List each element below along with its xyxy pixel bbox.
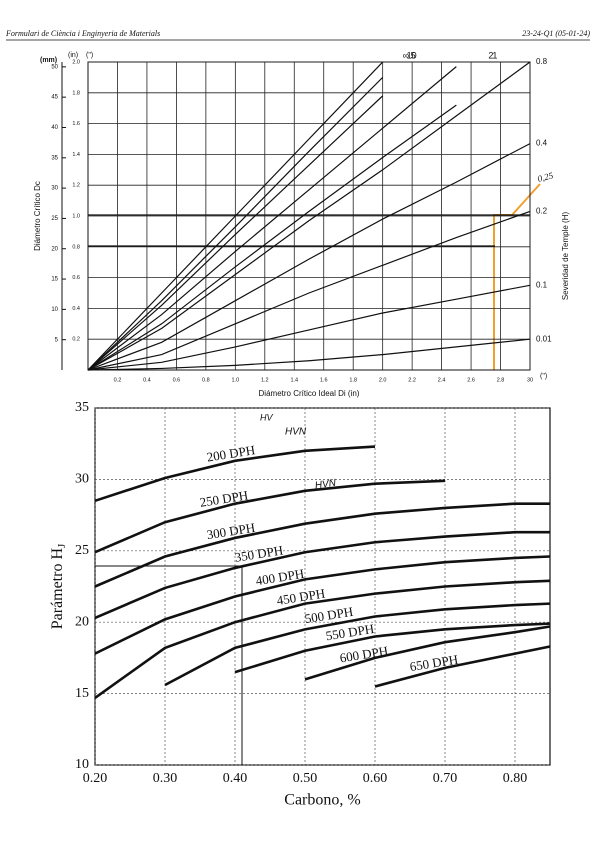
curve xyxy=(94,530,550,620)
header-left: Formulari de Ciència i Enginyeria de Mat… xyxy=(5,29,160,38)
y-tick-label: 20 xyxy=(75,614,89,629)
mm-tick-label: 40 xyxy=(51,125,58,131)
x-tick-label: 2.8 xyxy=(497,377,505,383)
curve xyxy=(94,479,446,554)
curve xyxy=(164,602,551,687)
handwritten-note: HV xyxy=(260,412,273,422)
x-tick-label: 1.4 xyxy=(290,377,298,383)
x-tick-label: 0.8 xyxy=(202,377,210,383)
x-tick-label: 0.50 xyxy=(293,771,318,786)
curve xyxy=(87,66,457,371)
y-tick-label: 0.8 xyxy=(72,244,80,250)
h-label: 0.1 xyxy=(536,280,548,289)
y-tick-label: 10 xyxy=(75,757,89,772)
x-tick-label: 0.6 xyxy=(173,377,181,383)
curve xyxy=(94,579,551,699)
unit: (mm) xyxy=(40,57,57,64)
x-tick-label: 2.6 xyxy=(467,377,475,383)
mm-tick-label: 10 xyxy=(51,307,58,313)
curve xyxy=(87,76,384,371)
unit: (in) xyxy=(68,52,78,59)
y-axis-label: Parámetro HJ xyxy=(49,543,68,629)
h-label: 1 xyxy=(492,50,497,60)
y-axis-label: Diámetro Crítico Dc xyxy=(33,181,42,251)
unit: (") xyxy=(540,373,547,380)
x-tick-label: 0.70 xyxy=(433,771,458,786)
y-tick-label: 0.6 xyxy=(72,275,80,281)
curve xyxy=(87,61,531,371)
x-axis-label: Diámetro Crítico Ideal Di (in) xyxy=(259,389,360,398)
handwritten-note: 0,25 xyxy=(536,170,554,184)
y-tick-label: 2.0 xyxy=(72,59,80,65)
curve xyxy=(87,338,531,371)
x-tick-label: 30 xyxy=(527,377,533,383)
mm-tick-label: 25 xyxy=(51,216,58,222)
x-tick-label: 1.0 xyxy=(232,377,240,383)
x-tick-label: 2.4 xyxy=(438,377,446,383)
x-tick-label: 1.6 xyxy=(320,377,328,383)
y-tick-label: 1.8 xyxy=(72,90,80,96)
handwritten-note: HVN xyxy=(314,478,337,492)
h-label: 0.01 xyxy=(536,334,552,343)
y-tick-label: 25 xyxy=(75,543,89,558)
x-tick-label: 0.20 xyxy=(83,771,108,786)
curve xyxy=(87,284,531,371)
y-tick-label: 1.6 xyxy=(72,121,80,127)
y-tick-label: 1.4 xyxy=(72,152,80,158)
h-label: 0.2 xyxy=(536,206,548,215)
mm-tick-label: 5 xyxy=(55,337,59,343)
mm-tick-label: 45 xyxy=(51,95,58,101)
x-tick-label: 2.2 xyxy=(408,377,416,383)
curve xyxy=(94,445,376,503)
curve xyxy=(87,210,531,371)
mm-tick-label: 50 xyxy=(51,64,58,70)
y-axis-label-sub: J xyxy=(56,543,68,548)
mm-tick-label: 30 xyxy=(51,186,58,192)
x-tick-label: 2.0 xyxy=(379,377,387,383)
curve xyxy=(87,143,531,371)
y-axis-label-main: Parámetro H xyxy=(49,548,66,630)
x-axis-label: Carbono, % xyxy=(284,792,360,809)
curve xyxy=(94,502,550,588)
mm-tick-label: 35 xyxy=(51,155,58,161)
y-tick-label: 0.2 xyxy=(72,337,80,343)
x-tick-label: 0.30 xyxy=(153,771,178,786)
h-label: 2 xyxy=(488,50,493,60)
handwritten-note: HVN xyxy=(285,427,307,438)
x-tick-label: 0.40 xyxy=(223,771,248,786)
curve xyxy=(87,104,457,371)
y-tick-label: 15 xyxy=(75,686,89,701)
curve xyxy=(87,61,384,371)
y2-axis-label: Severidad de Temple (H) xyxy=(561,211,570,300)
h-label: 0.4 xyxy=(536,139,548,148)
header-right: 23-24-Q1 (05-01-24) xyxy=(522,29,590,38)
h-label: 5 xyxy=(411,50,416,60)
x-tick-label: 1.8 xyxy=(349,377,357,383)
curve xyxy=(94,555,551,655)
curve xyxy=(304,625,551,681)
y-tick-label: 0.4 xyxy=(72,306,80,312)
x-tick-label: 0.4 xyxy=(143,377,151,383)
x-tick-label: 0.2 xyxy=(114,377,122,383)
curve xyxy=(374,645,551,688)
h-label: 10 xyxy=(407,50,417,60)
mm-tick-label: 20 xyxy=(51,246,58,252)
curve xyxy=(234,622,551,674)
y-tick-label: 35 xyxy=(75,400,89,415)
y-tick-label: 30 xyxy=(75,472,89,487)
mm-tick-label: 15 xyxy=(51,277,58,283)
unit: (") xyxy=(86,52,93,59)
h-label: 0.8 xyxy=(536,57,548,66)
curve xyxy=(87,95,384,371)
h-label: ∞ xyxy=(403,50,409,60)
y-tick-label: 1.0 xyxy=(72,213,80,219)
x-tick-label: 0.60 xyxy=(363,771,388,786)
y-tick-label: 1.2 xyxy=(72,183,80,189)
x-tick-label: 1.2 xyxy=(261,377,269,383)
x-tick-label: 0.80 xyxy=(503,771,528,786)
